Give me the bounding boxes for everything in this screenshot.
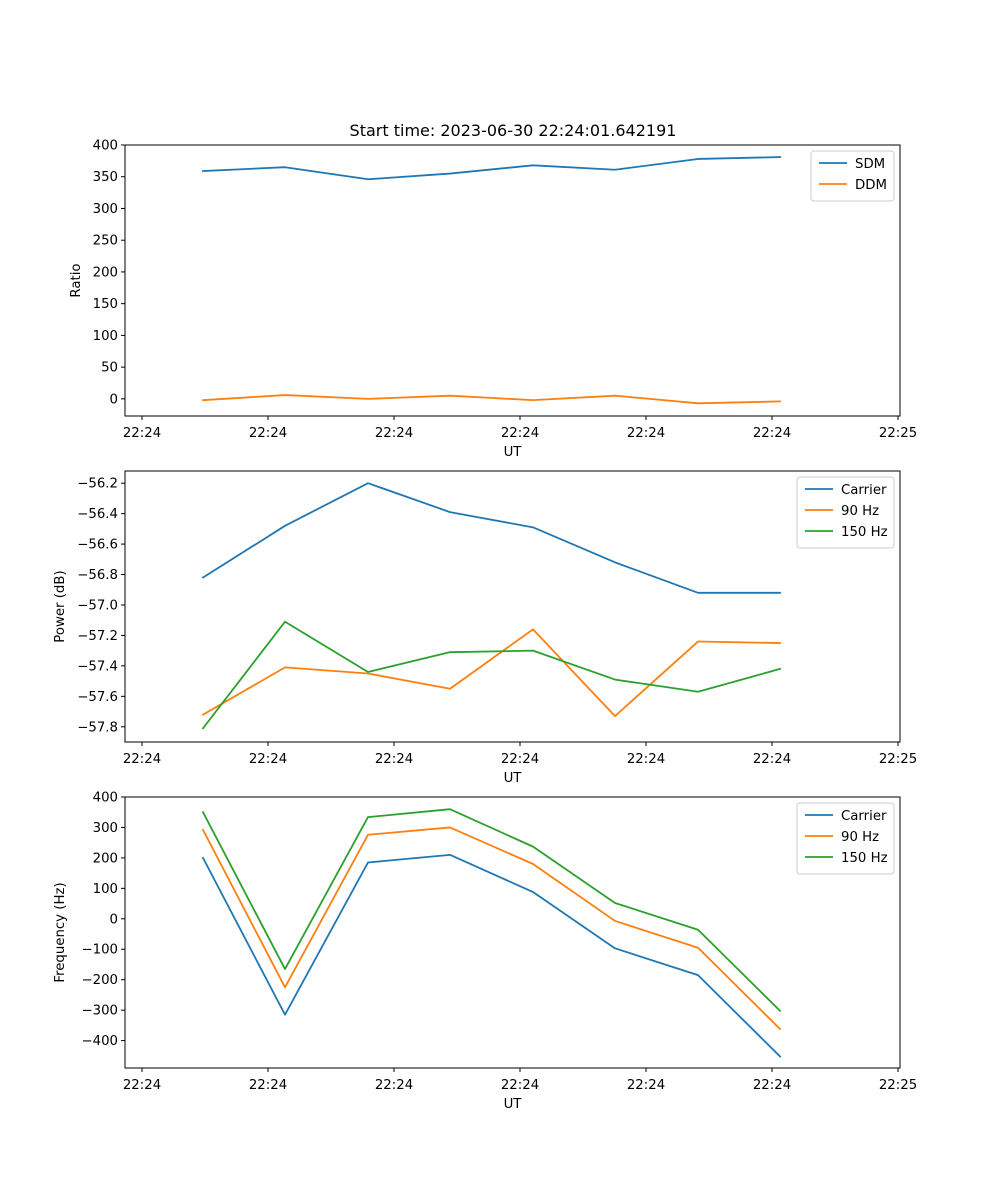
legend-label: 150 Hz	[841, 851, 888, 866]
series-line-1-2	[202, 394, 781, 405]
series-line-2-3	[201, 620, 782, 730]
y-tick-label: −57.0	[77, 598, 118, 613]
x-tick-label: 22:24	[249, 426, 287, 441]
y-tick-label: −56.8	[77, 568, 118, 583]
legend-label: Carrier	[841, 483, 887, 498]
y-tick-label: −100	[81, 943, 118, 958]
y-tick-label: 100	[93, 882, 118, 897]
y-tick-label: 250	[93, 234, 118, 249]
y-tick-label: 300	[93, 202, 118, 217]
x-tick-label: 22:25	[879, 752, 917, 767]
x-tick-label: 22:25	[879, 426, 917, 441]
legend: Carrier 90 Hz 150 Hz	[796, 802, 895, 875]
chart-panel-2: −57.8 −57.6 −57.4 −57.2 −57.0 −56.8 −56.6 −56.4…	[53, 470, 917, 786]
legend-label: 150 Hz	[841, 525, 888, 540]
y-tick-label: 200	[93, 265, 118, 280]
plot-frame	[124, 470, 901, 743]
x-tick-label: 22:24	[627, 752, 665, 767]
x-tick-label: 22:24	[375, 1078, 413, 1093]
y-tick-label: 100	[93, 329, 118, 344]
y-axis-label: Frequency (Hz)	[53, 882, 68, 982]
x-tick-label: 22:24	[753, 1078, 791, 1093]
x-tick-label: 22:24	[123, 752, 161, 767]
x-tick-label: 22:24	[753, 426, 791, 441]
y-tick-label: −300	[81, 1004, 118, 1019]
y-tick-label: −200	[81, 973, 118, 988]
chart-panel-3: −400 −300 −200 −100 0 100 200 300 400 22:24 22:24 2…	[53, 791, 917, 1113]
x-tick-label: 22:24	[753, 752, 791, 767]
figure-title: Start time: 2023-06-30 22:24:01.642191	[350, 121, 677, 140]
series-line-3-3	[201, 808, 782, 1013]
x-tick-label: 22:24	[123, 1078, 161, 1093]
x-tick-label: 22:24	[501, 752, 539, 767]
legend: SDM DDM	[810, 150, 895, 202]
x-tick-label: 22:25	[879, 1078, 917, 1093]
y-tick-label: −57.2	[77, 629, 118, 644]
legend-label: DDM	[855, 178, 887, 193]
x-tick-label: 22:24	[375, 426, 413, 441]
x-tick-label: 22:24	[249, 752, 287, 767]
y-tick-label: 0	[110, 912, 118, 927]
series-line-2-1	[201, 482, 781, 594]
plot-frame	[124, 144, 901, 417]
x-tick-label: 22:24	[501, 426, 539, 441]
x-tick-label: 22:24	[123, 426, 161, 441]
y-tick-label: 200	[93, 851, 118, 866]
y-tick-label: −56.4	[77, 507, 118, 522]
plot-frame	[124, 796, 901, 1069]
y-tick-label: 400	[93, 791, 118, 806]
y-tick-label: 350	[93, 170, 118, 185]
y-axis-label: Power (dB)	[53, 570, 68, 642]
y-tick-label: 0	[110, 392, 118, 407]
x-tick-label: 22:24	[501, 1078, 539, 1093]
y-tick-label: 50	[101, 361, 118, 376]
y-tick-label: −57.6	[77, 690, 118, 705]
series-line-3-2	[201, 826, 782, 1031]
x-tick-label: 22:24	[249, 1078, 287, 1093]
y-tick-label: −56.2	[77, 477, 118, 492]
y-tick-label: −57.4	[77, 659, 118, 674]
y-tick-label: 300	[93, 821, 118, 836]
x-tick-label: 22:24	[627, 1078, 665, 1093]
chart-panel-1: 0 50 100 150 200 250 300 350 400 22:24 22:24 22:24 2…	[69, 139, 917, 461]
y-tick-label: 400	[93, 139, 118, 154]
series-line-2-2	[201, 628, 781, 718]
y-tick-label: 150	[93, 297, 118, 312]
x-axis-label: UT	[504, 445, 523, 460]
y-tick-label: −57.8	[77, 720, 118, 735]
legend-label: 90 Hz	[841, 504, 879, 519]
legend: Carrier 90 Hz 150 Hz	[796, 476, 895, 549]
x-tick-label: 22:24	[627, 426, 665, 441]
y-axis-label: Ratio	[69, 263, 84, 297]
series-line-1-1	[202, 156, 781, 181]
series-line-3-1	[201, 853, 782, 1058]
legend-label: Carrier	[841, 809, 887, 824]
legend-label: SDM	[855, 157, 885, 172]
y-tick-label: −56.6	[77, 538, 118, 553]
x-axis-label: UT	[504, 1097, 523, 1112]
y-tick-label: −400	[81, 1034, 118, 1049]
legend-label: 90 Hz	[841, 830, 879, 845]
x-axis-label: UT	[504, 771, 523, 786]
x-tick-label: 22:24	[375, 752, 413, 767]
